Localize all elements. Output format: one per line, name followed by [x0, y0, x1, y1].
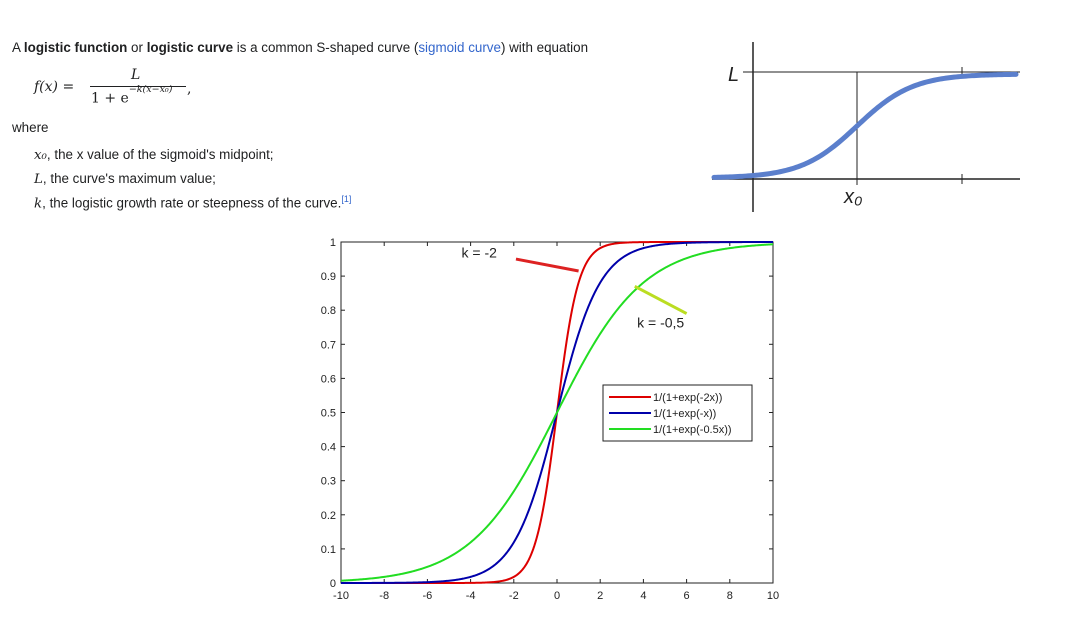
sketch-l-label: L — [728, 64, 739, 86]
sigmoid-sketch: L x₀ — [711, 42, 1020, 212]
definition-midpoint: x₀, the x value of the sigmoid's midpoin… — [34, 147, 351, 171]
x-tick-label: -10 — [333, 590, 349, 602]
chart-annotations: k = -2 k = -0,5 — [462, 244, 688, 330]
x-tick-label: 10 — [767, 590, 779, 602]
intro-suffix: ) with equation — [500, 40, 589, 55]
definition-text: , the logistic growth rate or steepness … — [42, 195, 342, 211]
axis-tick-labels: -10 -8 -6 -4 -2 0 2 4 6 8 10 0 0.1 0.2 0.3 0.4 0.5 0.6 0.7… — [321, 237, 779, 602]
formula-comma: , — [187, 81, 192, 97]
y-tick-label: 0.5 — [321, 408, 336, 420]
x-tick-label: 2 — [597, 590, 603, 602]
definition-rate: k, the logistic growth rate or steepness… — [34, 194, 351, 218]
definition-text: , the curve's maximum value; — [42, 170, 216, 186]
axis-ticks — [340, 241, 774, 584]
definition-max: L, the curve's maximum value; — [34, 171, 351, 195]
chart-legend: 1/(1+exp(-2x)) 1/(1+exp(-x)) 1/(1+exp(-0.5… — [602, 384, 753, 442]
legend-label-1: 1/(1+exp(-2x)) — [653, 392, 722, 404]
y-tick-label: 0 — [330, 578, 336, 590]
y-tick-label: 1 — [330, 237, 336, 249]
reference-link[interactable]: [1] — [341, 194, 352, 204]
series-lines — [340, 241, 774, 584]
intro-sentence: A logistic function or logistic curve is… — [12, 40, 588, 55]
annotation-label-1: k = -2 — [462, 244, 498, 260]
y-tick-label: 0.1 — [321, 544, 336, 556]
formula-lhs: f(x) = — [34, 79, 75, 95]
x-tick-label: 6 — [684, 590, 690, 602]
intro-prefix: A — [12, 40, 24, 55]
legend-label-2: 1/(1+exp(-x)) — [653, 408, 716, 420]
definition-list: x₀, the x value of the sigmoid's midpoin… — [34, 147, 351, 218]
formula-denominator: 1 + e−k(x−x₀) — [91, 84, 172, 107]
x-tick-label: 0 — [554, 590, 560, 602]
denominator-base: 1 + e — [91, 90, 129, 107]
y-tick-label: 0.3 — [321, 476, 336, 488]
x-tick-label: -8 — [379, 590, 389, 602]
annotation-arrow-2 — [634, 285, 688, 315]
formula-numerator: L — [131, 67, 141, 83]
intro-mid: or — [127, 40, 147, 55]
y-tick-label: 0.2 — [321, 510, 336, 522]
where-label: where — [12, 120, 49, 135]
intro-rest: is a common S-shaped curve ( — [233, 40, 419, 55]
sketch-x0-label: x₀ — [843, 186, 862, 208]
term-logistic-function: logistic function — [23, 40, 128, 55]
annotation-label-2: k = -0,5 — [637, 314, 684, 330]
definition-text: , the x value of the sigmoid's midpoint; — [46, 147, 274, 162]
y-tick-label: 0.6 — [321, 373, 336, 385]
y-tick-label: 0.9 — [321, 271, 336, 283]
symbol-x0: x₀ — [34, 148, 47, 163]
symbol-k: k — [34, 196, 43, 212]
x-tick-label: -4 — [466, 590, 476, 602]
denominator-exponent: −k(x−x₀) — [128, 84, 173, 95]
sketch-sigmoid-curve — [711, 71, 1019, 180]
y-tick-label: 0.7 — [321, 339, 336, 351]
series-line-3 — [340, 243, 774, 582]
y-tick-label: 0.8 — [321, 305, 336, 317]
symbol-l: L — [34, 171, 43, 187]
y-tick-label: 0.4 — [321, 442, 336, 454]
sigmoid-curve-link[interactable]: sigmoid curve — [418, 40, 501, 55]
x-tick-label: 8 — [727, 590, 733, 602]
legend-label-3: 1/(1+exp(-0.5x)) — [653, 424, 732, 436]
term-logistic-curve: logistic curve — [146, 40, 234, 55]
fraction-bar — [90, 86, 186, 87]
x-tick-label: 4 — [640, 590, 646, 602]
annotation-arrow-1 — [515, 257, 579, 273]
x-tick-label: -2 — [509, 590, 519, 602]
x-tick-label: -6 — [423, 590, 433, 602]
